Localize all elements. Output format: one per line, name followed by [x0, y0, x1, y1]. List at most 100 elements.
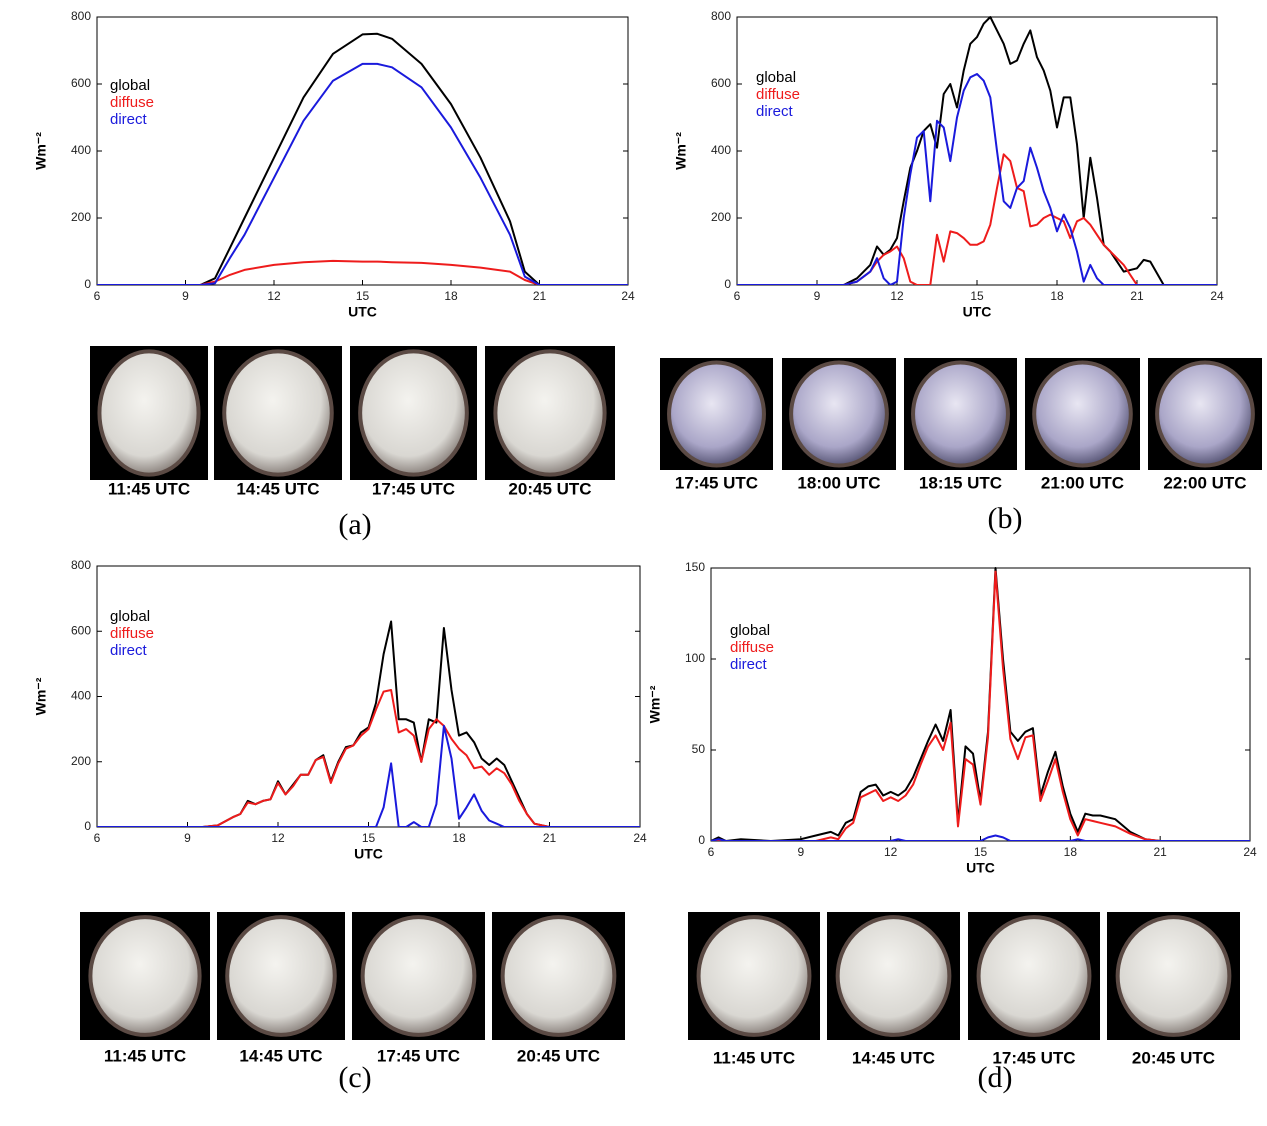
- legend-entry: diffuse: [756, 86, 800, 103]
- sky-dome: [1115, 915, 1232, 1037]
- sky-dome: [225, 915, 337, 1037]
- sky-dome: [500, 915, 617, 1037]
- x-tick-label: 15: [974, 845, 988, 859]
- x-tick-label: 9: [797, 845, 804, 859]
- series-line: [711, 567, 1250, 841]
- x-tick-label: 24: [621, 289, 635, 303]
- sky-dome: [88, 915, 202, 1037]
- y-tick-label: 0: [84, 819, 91, 833]
- legend-entry: diffuse: [730, 639, 774, 656]
- sky-dome: [358, 349, 469, 477]
- y-axis-label: Wm⁻²: [33, 132, 49, 170]
- x-tick-label: 21: [543, 831, 557, 845]
- y-tick-label: 0: [84, 277, 91, 291]
- x-tick-label: 15: [356, 289, 370, 303]
- x-axis-label: UTC: [966, 860, 995, 876]
- image-caption: 18:15 UTC: [919, 473, 1002, 492]
- y-tick-label: 800: [71, 558, 91, 572]
- image-caption: 14:45 UTC: [236, 479, 319, 498]
- sky-dome: [976, 915, 1092, 1037]
- y-tick-label: 150: [685, 560, 705, 574]
- x-tick-label: 9: [182, 289, 189, 303]
- panel-label: (a): [338, 508, 371, 541]
- series-line: [97, 62, 628, 285]
- y-tick-label: 100: [685, 651, 705, 665]
- x-tick-label: 6: [94, 831, 101, 845]
- plot-frame: [96, 16, 629, 286]
- panel-label: (c): [338, 1061, 371, 1094]
- image-caption: 11:45 UTC: [108, 479, 190, 498]
- y-tick-label: 600: [71, 76, 91, 90]
- legend-entry: direct: [730, 656, 768, 673]
- y-axis-label: Wm⁻²: [673, 132, 689, 170]
- series-line: [737, 153, 1217, 285]
- x-tick-label: 12: [884, 845, 898, 859]
- series-line: [737, 16, 1217, 285]
- y-tick-label: 800: [711, 9, 731, 23]
- legend-entry: diffuse: [110, 625, 154, 642]
- image-caption: 17:45 UTC: [992, 1048, 1075, 1067]
- legend-entry: global: [730, 622, 770, 639]
- y-tick-label: 600: [711, 76, 731, 90]
- y-tick-label: 400: [711, 143, 731, 157]
- sky-dome: [667, 360, 766, 468]
- series-line: [97, 32, 628, 285]
- legend-entry: global: [110, 77, 150, 94]
- y-axis-label: Wm⁻²: [33, 677, 49, 715]
- y-tick-label: 200: [711, 210, 731, 224]
- sky-dome: [789, 360, 889, 468]
- x-tick-label: 24: [1210, 289, 1224, 303]
- sky-dome: [97, 349, 201, 477]
- x-axis-label: UTC: [348, 304, 377, 320]
- x-tick-label: 6: [94, 289, 101, 303]
- series-line: [97, 724, 640, 827]
- sky-dome: [1032, 360, 1133, 468]
- x-tick-label: 21: [533, 289, 547, 303]
- sky-dome: [696, 915, 812, 1037]
- legend-entry: direct: [756, 103, 794, 120]
- series-line: [737, 73, 1217, 285]
- image-caption: 20:45 UTC: [517, 1046, 600, 1065]
- y-tick-label: 400: [71, 143, 91, 157]
- series-line: [711, 570, 1250, 841]
- series-line: [97, 620, 640, 827]
- x-tick-label: 15: [362, 831, 376, 845]
- panel-label: (d): [978, 1061, 1013, 1094]
- image-caption: 18:00 UTC: [797, 473, 880, 492]
- x-tick-label: 15: [970, 289, 984, 303]
- y-tick-label: 0: [724, 277, 731, 291]
- x-tick-label: 18: [1050, 289, 1064, 303]
- image-caption: 11:45 UTC: [104, 1046, 186, 1065]
- image-caption: 17:45 UTC: [377, 1046, 460, 1065]
- image-caption: 17:45 UTC: [372, 479, 455, 498]
- image-caption: 21:00 UTC: [1041, 473, 1124, 492]
- image-caption: 20:45 UTC: [508, 479, 591, 498]
- x-tick-label: 9: [814, 289, 821, 303]
- x-tick-label: 12: [271, 831, 285, 845]
- sky-dome: [1155, 360, 1255, 468]
- image-caption: 20:45 UTC: [1132, 1048, 1215, 1067]
- y-axis-label: Wm⁻²: [647, 685, 663, 723]
- sky-dome: [911, 360, 1010, 468]
- x-axis-label: UTC: [354, 846, 383, 862]
- image-caption: 14:45 UTC: [239, 1046, 322, 1065]
- sky-dome: [493, 349, 607, 477]
- legend-entry: diffuse: [110, 94, 154, 111]
- x-tick-label: 21: [1130, 289, 1144, 303]
- legend-entry: direct: [110, 642, 148, 659]
- legend-entry: direct: [110, 111, 148, 128]
- plot-frame: [96, 565, 641, 828]
- image-caption: 14:45 UTC: [852, 1048, 935, 1067]
- y-tick-label: 600: [71, 623, 91, 637]
- x-tick-label: 6: [708, 845, 715, 859]
- x-tick-label: 12: [890, 289, 904, 303]
- x-tick-label: 18: [444, 289, 458, 303]
- sky-dome: [360, 915, 477, 1037]
- panel-label: (b): [988, 502, 1023, 535]
- legend-entry: global: [756, 69, 796, 86]
- y-tick-label: 400: [71, 689, 91, 703]
- y-tick-label: 800: [71, 9, 91, 23]
- x-tick-label: 9: [184, 831, 191, 845]
- y-tick-label: 50: [692, 742, 706, 756]
